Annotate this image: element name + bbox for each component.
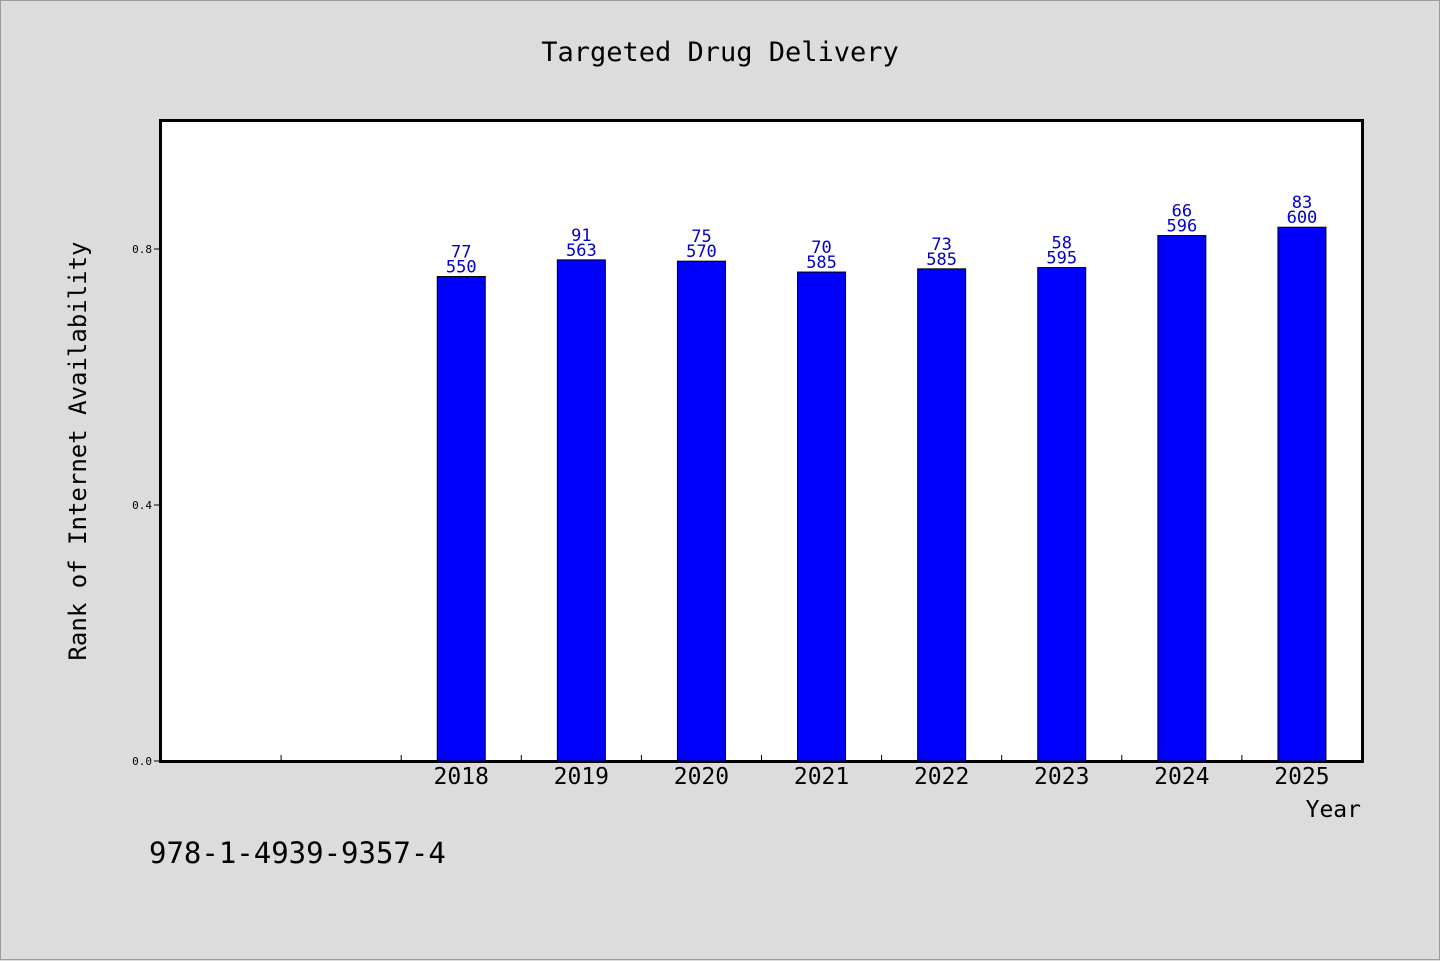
isbn-text: 978-1-4939-9357-4 xyxy=(149,836,446,870)
data-label-top: 66 xyxy=(1172,202,1192,222)
bar-2023 xyxy=(1037,267,1087,762)
data-label-top: 77 xyxy=(451,243,471,263)
y-tick-label: 0.0 xyxy=(132,755,152,768)
bar-2022 xyxy=(917,268,967,762)
x-tick-label: 2018 xyxy=(434,764,489,790)
x-axis-label: Year xyxy=(1306,797,1361,823)
data-label-bottom: 550 xyxy=(446,258,477,278)
x-tick-label: 2024 xyxy=(1154,764,1209,790)
x-axis: 2018 2019 2020 2021 2022 2023 2024 2025 xyxy=(280,755,1330,790)
chart-title: Targeted Drug Delivery xyxy=(541,37,899,68)
data-label-top: 83 xyxy=(1292,193,1312,213)
x-tick-label: 2021 xyxy=(794,764,849,790)
y-axis-label: Rank of Internet Availability xyxy=(64,241,92,660)
y-axis: 0.0 0.4 0.8 xyxy=(132,243,161,768)
bar-2018 xyxy=(436,276,486,762)
data-label-bottom: 600 xyxy=(1287,208,1318,228)
data-label-bottom: 585 xyxy=(806,253,837,273)
bar-2019 xyxy=(556,259,606,762)
x-tick-label: 2020 xyxy=(674,764,729,790)
data-label-top: 75 xyxy=(691,227,711,247)
bar-2021 xyxy=(797,271,847,762)
x-tick-label: 2023 xyxy=(1034,764,1089,790)
data-label-top: 58 xyxy=(1052,234,1072,254)
y-tick-label: 0.8 xyxy=(132,243,152,256)
x-tick-label: 2025 xyxy=(1274,764,1329,790)
bar-2020 xyxy=(676,260,726,762)
data-label-bottom: 595 xyxy=(1046,249,1077,269)
data-label-top: 91 xyxy=(571,226,591,246)
data-label-bottom: 563 xyxy=(566,241,597,261)
data-label-bottom: 570 xyxy=(686,242,717,262)
data-label-top: 73 xyxy=(931,235,951,255)
bar-series xyxy=(436,226,1327,762)
bar-2024 xyxy=(1157,235,1207,762)
data-label-top: 70 xyxy=(811,238,831,258)
data-label-bottom: 596 xyxy=(1166,217,1197,237)
x-tick-label: 2019 xyxy=(554,764,609,790)
x-tick-label: 2022 xyxy=(914,764,969,790)
y-tick-label: 0.4 xyxy=(132,499,152,512)
data-label-bottom: 585 xyxy=(926,250,957,270)
bar-2025 xyxy=(1277,226,1327,762)
